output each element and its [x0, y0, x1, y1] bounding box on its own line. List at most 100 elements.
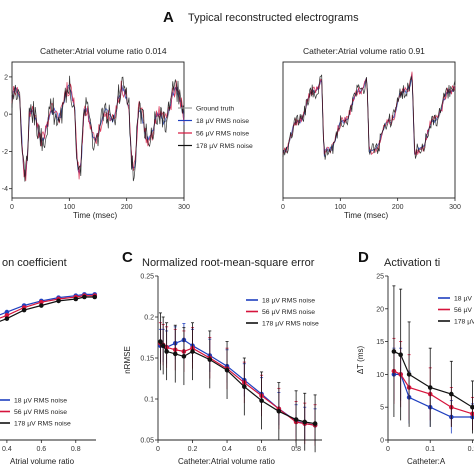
panel-d-letter: D [358, 249, 369, 266]
nrmse-plot-point-2-11 [293, 417, 299, 422]
egm-legend-label-0: Ground truth [196, 106, 234, 113]
nrmse-plot-point-2-0 [158, 339, 163, 344]
egm-right-traces-series-noise178 [282, 74, 456, 160]
act-plot-xticklabel-2: 0.2 [468, 446, 474, 453]
egm-left-traces [11, 75, 185, 182]
nrmse-plot-point-2-1 [160, 343, 166, 349]
act-plot-point-2-0 [391, 349, 397, 354]
nrmse-plot-point-2-2 [164, 349, 169, 354]
egm-right-traces [282, 71, 456, 160]
nrmse-plot-point-2-9 [259, 398, 264, 403]
corr-plot-point-0-6 [4, 309, 10, 315]
nrmse-plot-yticklabel-4: 0.25 [140, 274, 154, 281]
egm-legend-label-2: 56 µV RMS noise [196, 131, 249, 138]
corr-plot-legend-label-2: 178 µV RMS noise [14, 421, 71, 428]
nrmse-plot-xticklabel-2: 0.4 [222, 446, 232, 453]
nrmse-plot: 0 0.2 0.4 0.6 0.8 0.05 0.1 0.15 0.2 0.25 18 µV RMS… [140, 274, 322, 453]
corr-plot-point-2-9 [56, 298, 61, 304]
panel-c-letter: C [122, 249, 133, 266]
activation-xlabel: Catheter:A [407, 457, 446, 466]
egm-left-traces-yticklabel-3: -4 [2, 186, 8, 193]
nrmse-plot-xticklabel-4: 0.8 [291, 446, 301, 453]
corr-plot-point-2-12 [92, 294, 98, 300]
act-plot-point-2-5 [470, 404, 474, 410]
egm-left-traces-series-ground_truth [11, 87, 185, 177]
nrmse-plot-legend-label-2: 178 µV RMS noise [262, 321, 319, 328]
act-plot-yticklabel-2: 10 [376, 372, 384, 379]
corr-plot-legend-label-1: 56 µV RMS noise [14, 409, 67, 416]
nrmse-plot-xticklabel-3: 0.6 [257, 446, 267, 453]
nrmse-plot-xticklabel-0: 0 [156, 446, 160, 453]
egm-right-traces-xticklabel-0: 0 [281, 204, 285, 211]
act-plot-yticklabel-3: 15 [376, 339, 384, 346]
corr-plot: 0.4 0.6 0.8 18 µV RMS noise 56 µV RMS noise 1… [0, 292, 98, 453]
egm-right-frame [282, 61, 456, 199]
act-plot-xticklabel-1: 0.1 [425, 446, 435, 453]
panel-a-title: Typical reconstructed electrograms [188, 12, 359, 24]
act-plot-yticklabel-4: 20 [376, 306, 384, 313]
nrmse-plot-legend-label-1: 56 µV RMS noise [262, 309, 315, 316]
nrmse-plot-yticklabel-0: 0.05 [140, 438, 154, 445]
egm-right-traces-xticklabel-3: 300 [449, 204, 461, 211]
act-plot-legend-label-1: 56 µV RMS noise [454, 307, 474, 314]
egm-left-traces-yticklabel-0: 2 [4, 74, 8, 81]
nrmse-plot-xticklabel-1: 0.2 [188, 446, 198, 453]
egm-left-xlabel: Time (msec) [73, 211, 117, 220]
egm-right-traces-xticklabel-2: 200 [392, 204, 404, 211]
egm-left-traces-xticklabel-0: 0 [10, 204, 14, 211]
act-plot-point-2-3 [427, 385, 433, 390]
nrmse-plot-point-2-8 [242, 384, 247, 390]
egm-right-axes: 0 100 200 300 [281, 198, 461, 211]
activation-ylabel: ΔT (ms) [356, 346, 365, 375]
nrmse-plot-point-2-13 [312, 421, 318, 426]
corr-plot-point-2-7 [21, 307, 27, 313]
nrmse-ylabel: nRMSE [123, 346, 132, 374]
egm-left-traces-series-noise178 [11, 75, 185, 182]
nrmse-plot-point-2-7 [224, 368, 230, 373]
act-plot-point-2-1 [398, 352, 403, 358]
nrmse-plot-yticklabel-2: 0.15 [140, 356, 154, 363]
nrmse-plot-point-2-12 [302, 419, 308, 425]
panel-a-letter: A [163, 9, 174, 26]
act-plot-yticklabel-0: 0 [380, 438, 384, 445]
nrmse-plot-legend-label-0: 18 µV RMS noise [262, 298, 315, 305]
act-plot-xticklabel-0: 0 [386, 446, 390, 453]
egm-left-subtitle: Catheter:Atrial volume ratio 0.014 [40, 46, 167, 56]
activation-plot: 0 0.1 0.2 0 5 10 15 20 25 18 µV RMS noise 56 µV RM… [376, 274, 474, 453]
egm-left-traces-yticklabel-2: -2 [2, 149, 8, 156]
egm-left-legend: Ground truth 18 µV RMS noise 56 µV RMS noi… [178, 106, 253, 150]
panel-b-xlabel: Atrial volume ratio [10, 457, 75, 466]
corr-plot-point-2-10 [73, 296, 79, 302]
corr-plot-point-2-8 [39, 303, 44, 308]
act-plot-point-2-4 [449, 391, 454, 397]
act-plot-point-2-2 [406, 372, 412, 377]
nrmse-plot-point-2-3 [172, 351, 178, 357]
egm-left-traces-xticklabel-1: 100 [63, 204, 75, 211]
nrmse-plot-point-2-4 [181, 354, 187, 359]
corr-plot-xticklabel-2: 0.8 [71, 446, 81, 453]
egm-right-xlabel: Time (msec) [344, 211, 388, 220]
corr-plot-xticklabel-0: 0.4 [2, 446, 12, 453]
egm-left-frame [11, 61, 185, 199]
egm-right-subtitle: Catheter:Atrial volume ratio 0.91 [303, 46, 425, 56]
act-plot-line-1 [393, 370, 474, 415]
act-plot-yticklabel-5: 25 [376, 274, 384, 281]
act-plot-line-2 [393, 350, 474, 408]
corr-plot-legend-label-0: 18 µV RMS noise [14, 398, 67, 405]
nrmse-plot-point-2-6 [207, 357, 213, 362]
nrmse-plot-point-2-10 [276, 409, 282, 414]
corr-plot-point-1-6 [4, 313, 10, 318]
egm-left-traces-yticklabel-1: 0 [4, 112, 8, 119]
nrmse-plot-yticklabel-1: 0.1 [144, 397, 154, 404]
egm-legend-label-3: 178 µV RMS noise [196, 143, 253, 150]
nrmse-plot-yticklabel-3: 0.2 [144, 315, 154, 322]
egm-left-axes: 0 100 200 300 2 0 -2 -4 [2, 74, 190, 211]
panel-c-title: Normalized root-mean-square error [142, 257, 315, 269]
corr-plot-point-2-6 [4, 316, 10, 321]
egm-right-traces-xticklabel-1: 100 [334, 204, 346, 211]
corr-plot-point-2-11 [82, 294, 87, 300]
panel-b-title-fragment: on coefficient [2, 257, 67, 269]
act-plot-legend-label-0: 18 µV RMS noise [454, 296, 474, 303]
act-plot-yticklabel-1: 5 [380, 405, 384, 412]
